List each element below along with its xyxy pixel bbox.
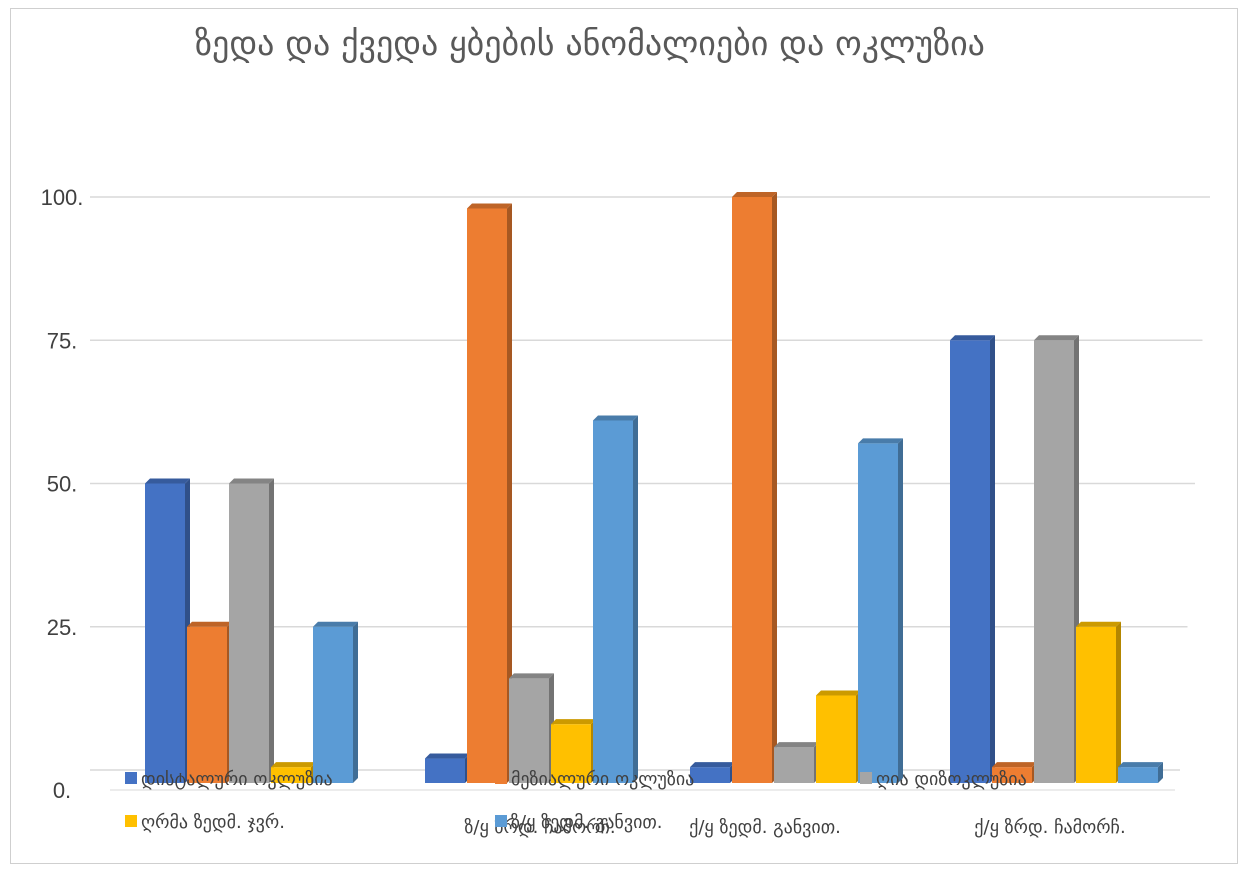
bar-top: [858, 438, 903, 444]
bar: [229, 478, 274, 783]
bar-side: [1158, 762, 1163, 783]
legend-label: ღრმა ზედმ. ჯვრ.: [141, 812, 285, 833]
bar-front: [858, 443, 898, 783]
bar-front: [1034, 340, 1074, 783]
bar: [774, 742, 819, 783]
bar-top: [732, 192, 777, 197]
legend-label: ღია დიზოკლუზია: [876, 769, 1027, 790]
bar-front: [467, 208, 507, 783]
bar-front: [816, 695, 856, 783]
bar: [187, 621, 232, 783]
bar-side: [269, 478, 274, 783]
bar-side: [898, 438, 903, 783]
bar: [1076, 621, 1121, 783]
bar-side: [507, 203, 512, 783]
legend-swatch: [495, 815, 507, 827]
bar-front: [1076, 626, 1116, 783]
bar-front: [425, 758, 465, 783]
bar-front: [229, 483, 269, 783]
bar-front: [992, 767, 1032, 783]
bar-top: [1118, 762, 1163, 768]
bar-front: [145, 483, 185, 783]
bar-top: [816, 690, 861, 696]
bar: [816, 690, 861, 783]
y-tick-label: 50.: [47, 472, 78, 497]
bar-front: [690, 767, 730, 783]
bar-top: [313, 621, 358, 627]
bar: [1118, 762, 1163, 783]
bar-top: [593, 415, 638, 421]
bar: [145, 478, 190, 783]
bar-top: [467, 203, 512, 209]
bar: [950, 335, 995, 783]
bar: [690, 762, 735, 783]
bar-side: [990, 335, 995, 783]
y-tick-label: 75.: [47, 328, 78, 353]
bar-top: [425, 753, 470, 759]
legend-item: დისტალური ოკლუზია: [125, 769, 333, 790]
bar-front: [593, 420, 633, 783]
legend-swatch: [860, 772, 872, 784]
legend-label: დისტალური ოკლუზია: [141, 769, 333, 790]
bar: [425, 753, 470, 783]
bar: [313, 621, 358, 783]
bar-top: [950, 335, 995, 341]
category-label: ქ/ყ ზრდ. ჩამორჩ.: [974, 817, 1125, 838]
bar: [858, 438, 903, 783]
bar-top: [992, 762, 1037, 768]
bar-top: [145, 478, 190, 484]
y-tick-label: 25.: [47, 615, 78, 640]
y-tick-label: 0.: [53, 778, 71, 803]
bar-front: [509, 678, 549, 783]
bar-side: [772, 192, 777, 783]
bar-top: [271, 762, 316, 768]
bar-front: [774, 747, 814, 783]
bar: [593, 415, 638, 783]
legend-swatch: [125, 772, 137, 784]
bar-top: [509, 673, 554, 679]
y-tick-label: 100.: [41, 185, 84, 210]
chart-title: ზედა და ქვედა ყბების ანომალიები და ოკლუზ…: [195, 24, 985, 64]
bar-front: [950, 340, 990, 783]
legend-item: ზ/ყ ზედმ. განვით.: [495, 812, 663, 833]
legend-item: მეზიალური ოკლუზია: [495, 769, 694, 790]
bar: [732, 192, 777, 783]
legend-item: ღია დიზოკლუზია: [860, 769, 1027, 790]
bar: [467, 203, 512, 783]
bar: [1034, 335, 1079, 783]
bar-front: [1118, 767, 1158, 783]
category-label: ქ/ყ ზედმ. განვით.: [689, 817, 841, 838]
legend-swatch: [125, 815, 137, 827]
bar-front: [551, 724, 591, 783]
bar-front: [187, 626, 227, 783]
legend-swatch: [495, 772, 507, 784]
bar-front: [732, 197, 772, 783]
bar-side: [353, 621, 358, 783]
bar-top: [551, 719, 596, 725]
bar-side: [633, 415, 638, 783]
bar-side: [1116, 621, 1121, 783]
bar-top: [1034, 335, 1079, 341]
legend-item: ღრმა ზედმ. ჯვრ.: [125, 812, 285, 833]
bar-top: [229, 478, 274, 484]
bar-top: [774, 742, 819, 748]
bar-front: [313, 626, 353, 783]
bar: [509, 673, 554, 783]
bar-top: [1076, 621, 1121, 627]
bar-top: [187, 621, 232, 627]
bar-top: [690, 762, 735, 768]
legend-label: ზ/ყ ზედმ. განვით.: [511, 812, 663, 833]
legend-label: მეზიალური ოკლუზია: [511, 769, 694, 790]
bar-front: [271, 767, 311, 783]
